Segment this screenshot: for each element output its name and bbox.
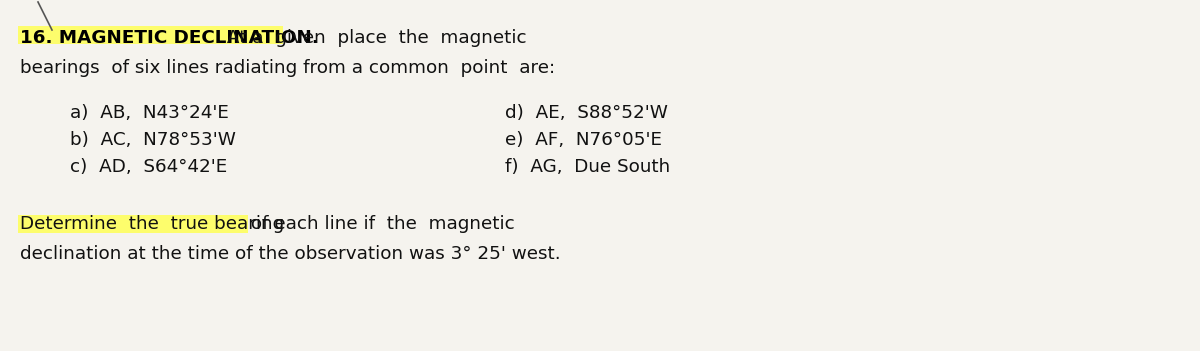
Text: a)  AB,  N43°24'E: a) AB, N43°24'E (70, 104, 229, 122)
Text: declination at the time of the observation was 3° 25' west.: declination at the time of the observati… (20, 245, 560, 263)
Text: e)  AF,  N76°05'E: e) AF, N76°05'E (505, 131, 662, 149)
Text: bearings  of six lines radiating from a common  point  are:: bearings of six lines radiating from a c… (20, 59, 556, 77)
Text: f)  AG,  Due South: f) AG, Due South (505, 158, 671, 176)
Text: d)  AE,  S88°52'W: d) AE, S88°52'W (505, 104, 668, 122)
Text: b)  AC,  N78°53'W: b) AC, N78°53'W (70, 131, 236, 149)
Text: of each line if  the  magnetic: of each line if the magnetic (246, 215, 515, 233)
Text: 16. MAGNETIC DECLINATION.: 16. MAGNETIC DECLINATION. (20, 29, 319, 47)
Text: At a  given  place  the  magnetic: At a given place the magnetic (221, 29, 527, 47)
Bar (18, 26, 283, 44)
Bar (18, 215, 248, 233)
Text: Determine  the  true bearing: Determine the true bearing (20, 215, 284, 233)
Text: c)  AD,  S64°42'E: c) AD, S64°42'E (70, 158, 227, 176)
